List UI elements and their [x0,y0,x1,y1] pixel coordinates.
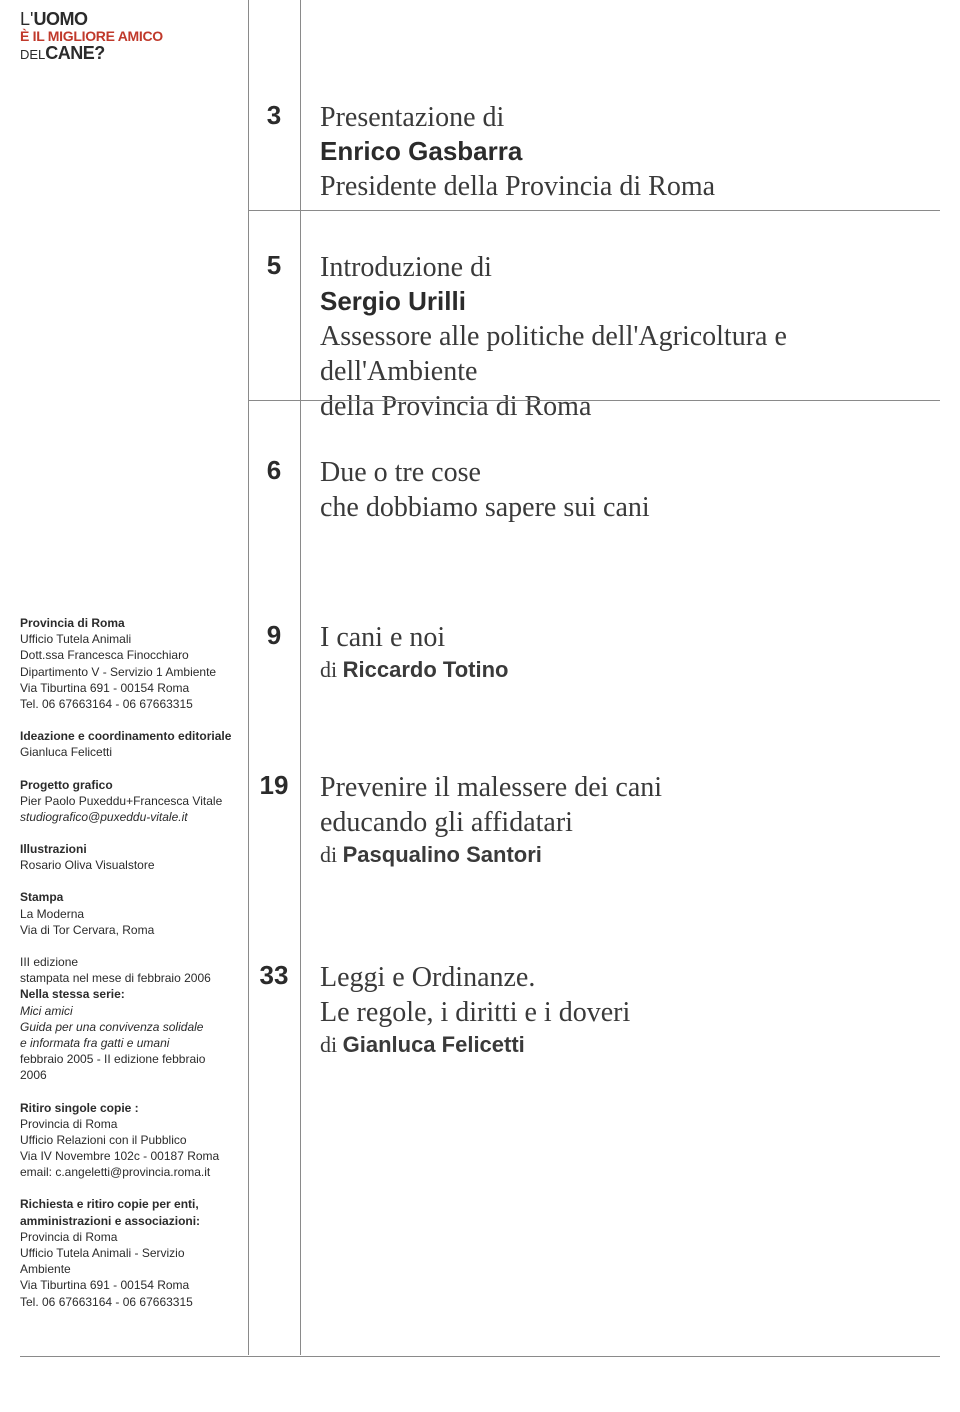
toc-entry: Prevenire il malessere dei canieducando … [320,770,930,871]
toc-entry-line: della Provincia di Roma [320,389,930,424]
toc-page-number: 33 [248,960,300,991]
colophon-line: Ufficio Tutela Animali [20,631,235,647]
toc-entry-line: Introduzione di [320,250,930,285]
logo-word-3: CANE? [45,43,105,63]
vertical-rule-right [300,0,301,1355]
author-name: Riccardo Totino [343,657,509,682]
colophon-block: Ideazione e coordinamento editorialeGian… [20,728,235,760]
colophon-line: Nella stessa serie: [20,986,235,1002]
colophon-line: Ufficio Tutela Animali - Servizio Ambien… [20,1245,235,1277]
colophon-block: IllustrazioniRosario Oliva Visualstore [20,841,235,873]
toc-entry-line: educando gli affidatari [320,805,930,840]
colophon-line: Tel. 06 67663164 - 06 67663315 [20,1294,235,1310]
vertical-rule-left [248,0,249,1355]
toc-page-number: 19 [248,770,300,801]
toc-page-number: 5 [248,250,300,281]
colophon-block: Richiesta e ritiro copie per enti,ammini… [20,1196,235,1309]
colophon-line: Dipartimento V - Servizio 1 Ambiente [20,664,235,680]
colophon-line: Ritiro singole copie : [20,1100,235,1116]
toc-entry-line: Le regole, i diritti e i doveri [320,995,930,1030]
colophon: Provincia di RomaUfficio Tutela AnimaliD… [20,615,235,1326]
colophon-line: amministrazioni e associazioni: [20,1213,235,1229]
colophon-line: La Moderna [20,906,235,922]
toc-entry-author: di Pasqualino Santori [320,840,930,871]
colophon-line: Via Tiburtina 691 - 00154 Roma [20,1277,235,1293]
toc-page-number: 9 [248,620,300,651]
toc-entry-line: Sergio Urilli [320,285,930,319]
colophon-line: Tel. 06 67663164 - 06 67663315 [20,696,235,712]
colophon-block: Provincia di RomaUfficio Tutela AnimaliD… [20,615,235,712]
toc-entry-line: I cani e noi [320,620,930,655]
colophon-line: Guida per una convivenza solidale [20,1019,235,1035]
author-name: Pasqualino Santori [343,842,542,867]
colophon-block: III edizionestampata nel mese di febbrai… [20,954,235,1084]
toc-divider [248,400,940,401]
brand-logo: L'UOMO È IL MIGLIORE AMICO DELCANE? [20,10,163,62]
toc-entry: Due o tre coseche dobbiamo sapere sui ca… [320,455,930,525]
toc-entry: I cani e noidi Riccardo Totino [320,620,930,686]
toc-page-number: 6 [248,455,300,486]
logo-line3: DELCANE? [20,44,163,63]
colophon-block: Ritiro singole copie :Provincia di RomaU… [20,1100,235,1181]
colophon-line: Dott.ssa Francesca Finocchiaro [20,647,235,663]
colophon-line: Richiesta e ritiro copie per enti, [20,1196,235,1212]
toc-entry: Introduzione diSergio UrilliAssessore al… [320,250,930,424]
author-name: Gianluca Felicetti [343,1032,525,1057]
logo-prefix-3: DEL [20,47,45,62]
colophon-line: stampata nel mese di febbraio 2006 [20,970,235,986]
bottom-rule [20,1356,940,1357]
logo-word-1: UOMO [33,9,87,29]
colophon-line: III edizione [20,954,235,970]
toc-entry-line: che dobbiamo sapere sui cani [320,490,930,525]
toc-entry-author: di Riccardo Totino [320,655,930,686]
logo-line2: È IL MIGLIORE AMICO [20,29,163,44]
colophon-line: febbraio 2005 - II edizione febbraio 200… [20,1051,235,1083]
author-by: di [320,842,343,867]
colophon-line: Mici amici [20,1003,235,1019]
colophon-line: Gianluca Felicetti [20,744,235,760]
toc-entry-line: Enrico Gasbarra [320,135,930,169]
colophon-line: email: c.angeletti@provincia.roma.it [20,1164,235,1180]
toc-entry-line: Leggi e Ordinanze. [320,960,930,995]
toc-entry-line: Assessore alle politiche dell'Agricoltur… [320,319,930,389]
colophon-line: Pier Paolo Puxeddu+Francesca Vitale [20,793,235,809]
toc-page-number: 3 [248,100,300,131]
toc-entry-line: Prevenire il malessere dei cani [320,770,930,805]
toc-entry: Leggi e Ordinanze.Le regole, i diritti e… [320,960,930,1061]
colophon-line: Via di Tor Cervara, Roma [20,922,235,938]
colophon-line: Stampa [20,889,235,905]
toc-entry-line: Due o tre cose [320,455,930,490]
toc-entry-line: Presentazione di [320,100,930,135]
colophon-line: Ufficio Relazioni con il Pubblico [20,1132,235,1148]
colophon-line: Progetto grafico [20,777,235,793]
colophon-line: Provincia di Roma [20,615,235,631]
colophon-line: Rosario Oliva Visualstore [20,857,235,873]
logo-line1: L'UOMO [20,10,163,29]
toc-divider [248,210,940,211]
toc-entry: Presentazione diEnrico GasbarraPresident… [320,100,930,204]
colophon-line: Via Tiburtina 691 - 00154 Roma [20,680,235,696]
toc-entry-line: Presidente della Provincia di Roma [320,169,930,204]
colophon-line: e informata fra gatti e umani [20,1035,235,1051]
colophon-line: Provincia di Roma [20,1229,235,1245]
toc-entry-author: di Gianluca Felicetti [320,1030,930,1061]
colophon-block: Progetto graficoPier Paolo Puxeddu+Franc… [20,777,235,826]
logo-prefix-1: L' [20,9,33,29]
author-by: di [320,1032,343,1057]
colophon-line: Via IV Novembre 102c - 00187 Roma [20,1148,235,1164]
colophon-line: Ideazione e coordinamento editoriale [20,728,235,744]
colophon-line: studiografico@puxeddu-vitale.it [20,809,235,825]
author-by: di [320,657,343,682]
colophon-line: Illustrazioni [20,841,235,857]
colophon-block: StampaLa ModernaVia di Tor Cervara, Roma [20,889,235,938]
colophon-line: Provincia di Roma [20,1116,235,1132]
